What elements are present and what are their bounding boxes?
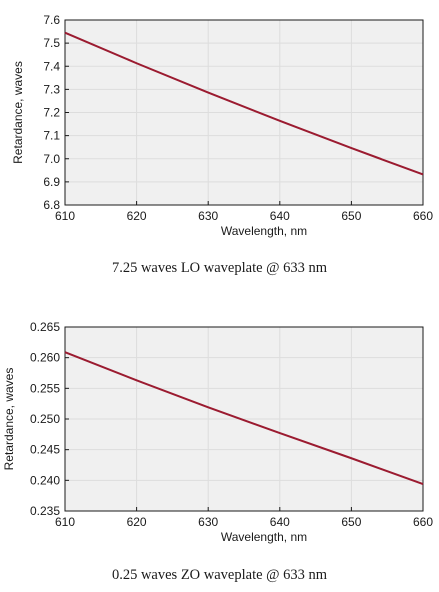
y-tick-label: 0.265 <box>30 320 60 334</box>
x-tick-label: 650 <box>341 209 361 223</box>
x-tick-label: 660 <box>413 209 433 223</box>
chart-zo-waveplate: 610 620 630 640 650 660 0.235 0.240 0.245 0.250 0.… <box>0 312 439 592</box>
y-tick-label: 7.1 <box>43 129 60 143</box>
x-axis-label: Wavelength, nm <box>221 530 307 544</box>
x-axis-label: Wavelength, nm <box>221 224 307 238</box>
y-tick-label: 7.6 <box>43 13 60 27</box>
x-tick-label: 660 <box>413 515 433 529</box>
chart-lo-svg: 610 620 630 640 650 660 6.8 6.9 7.0 7.1 7.2 7.3 7.4 7… <box>11 13 433 238</box>
series-line-0 <box>64 31 424 176</box>
x-tick-label: 610 <box>55 515 75 529</box>
y-tick-label: 7.0 <box>43 152 60 166</box>
x-tick-label: 630 <box>198 209 218 223</box>
y-tick-label: 0.260 <box>30 351 60 365</box>
plot-frame <box>64 19 424 206</box>
chart-zo-svg: 610 620 630 640 650 660 0.235 0.240 0.245 0.250 0.… <box>2 320 433 544</box>
y-tick-label: 7.4 <box>43 59 60 73</box>
y-tick-label: 6.8 <box>43 198 60 212</box>
y-tick-label: 0.240 <box>30 473 60 487</box>
y-axis-label: Retardance, waves <box>11 61 25 164</box>
x-tick-label: 650 <box>341 515 361 529</box>
y-tick-label: 0.245 <box>30 443 60 457</box>
x-tick-label: 620 <box>127 209 147 223</box>
series-line-0 <box>64 351 424 485</box>
y-tick-label: 7.2 <box>43 106 60 120</box>
y-tick-label: 7.5 <box>43 36 60 50</box>
x-tick-label: 640 <box>270 515 290 529</box>
y-tick-label: 6.9 <box>43 175 60 189</box>
x-tick-label: 620 <box>127 515 147 529</box>
y-axis-label: Retardance, waves <box>2 368 16 471</box>
plot-frame <box>64 326 424 512</box>
y-tick-label: 0.235 <box>30 504 60 518</box>
y-tick-label: 0.255 <box>30 381 60 395</box>
chart-lo-waveplate: 610 620 630 640 650 660 6.8 6.9 7.0 7.1 7.2 7.3 7.4 7… <box>0 0 439 285</box>
y-tick-label: 0.250 <box>30 412 60 426</box>
y-tick-label: 7.3 <box>43 82 60 96</box>
chart-zo-caption: 0.25 waves ZO waveplate @ 633 nm <box>111 567 328 583</box>
x-tick-label: 610 <box>55 209 75 223</box>
x-tick-label: 640 <box>270 209 290 223</box>
chart-lo-caption: 7.25 waves LO waveplate @ 633 nm <box>111 260 328 276</box>
x-tick-label: 630 <box>198 515 218 529</box>
